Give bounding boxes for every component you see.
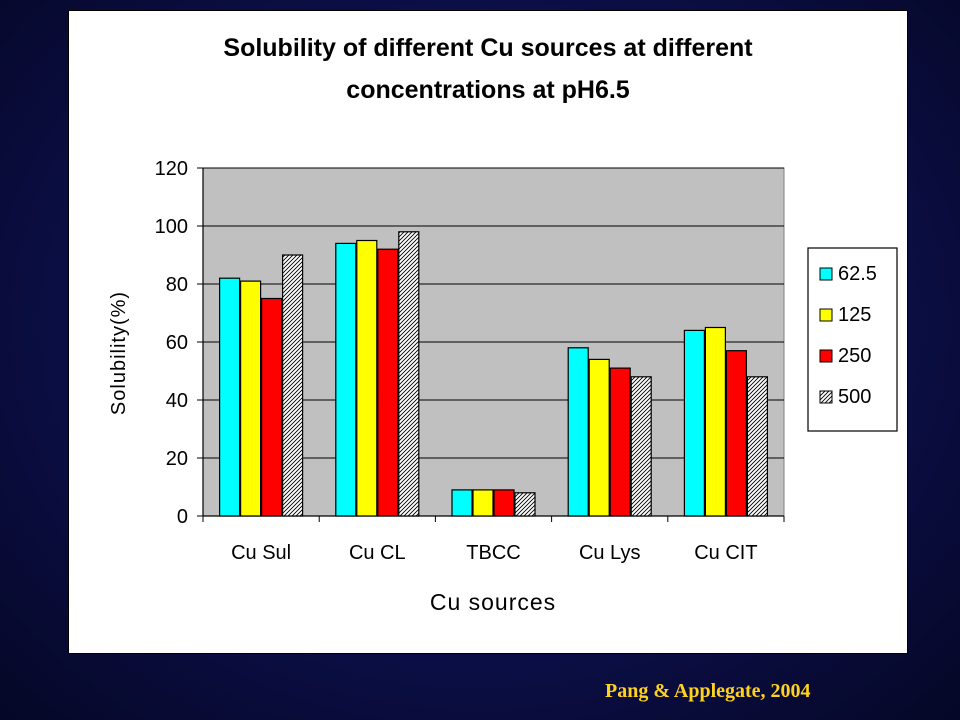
bar (725, 350, 748, 517)
bar (704, 326, 727, 517)
bar (493, 489, 515, 517)
bar (609, 367, 631, 517)
bar (683, 329, 706, 517)
bar (630, 376, 652, 517)
legend-label: 250 (838, 345, 871, 367)
y-tick-label: 120 (155, 158, 188, 180)
citation: Pang & Applegate, 2004 (605, 680, 811, 702)
legend-swatch (819, 308, 833, 322)
chart-title-line2: concentrations at pH6.5 (346, 76, 629, 104)
bar (377, 248, 399, 517)
x-tick-label: TBCC (466, 542, 520, 564)
x-tick-label: Cu Lys (579, 542, 641, 564)
y-tick-label: 20 (166, 448, 188, 470)
x-tick-label: Cu CIT (694, 542, 757, 564)
bar (240, 280, 262, 517)
bar (746, 376, 769, 517)
legend-swatch (819, 390, 833, 404)
chart-title-line1: Solubility of different Cu sources at di… (223, 34, 753, 62)
legend-label: 500 (838, 386, 871, 408)
y-tick-label: 40 (166, 390, 188, 412)
bar-chart: Solubility of different Cu sources at di… (108, 34, 898, 615)
y-tick-label: 100 (155, 216, 188, 238)
bar (451, 489, 473, 517)
y-tick-label: 60 (166, 332, 188, 354)
legend-swatch (819, 267, 833, 281)
bar (514, 492, 536, 517)
legend-label: 62.5 (838, 263, 877, 285)
x-tick-label: Cu Sul (231, 542, 291, 564)
x-tick-label: Cu CL (349, 542, 406, 564)
bar (472, 489, 494, 517)
bar (588, 358, 610, 517)
legend-swatch (819, 349, 833, 363)
bar (567, 347, 589, 517)
chart-panel: Solubility of different Cu sources at di… (68, 10, 908, 654)
x-axis-label: Cu sources (430, 589, 556, 615)
bar (398, 231, 420, 517)
y-axis-label: Solubility(%) (108, 291, 130, 415)
y-tick-label: 80 (166, 274, 188, 296)
bar (282, 254, 304, 517)
y-tick-label: 0 (177, 506, 188, 528)
bar (335, 242, 357, 517)
bar (219, 277, 241, 517)
bar (261, 297, 283, 517)
bar (356, 239, 378, 517)
legend-label: 125 (838, 304, 871, 326)
